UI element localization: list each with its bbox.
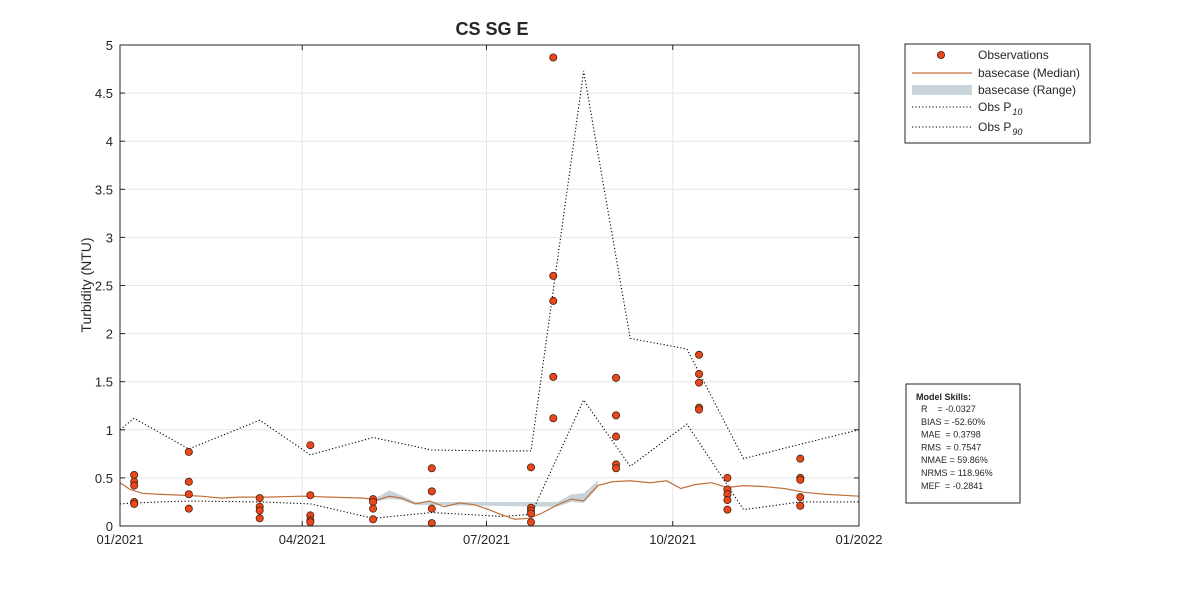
observation-point [369,504,378,513]
x-tick-label: 01/2021 [97,532,144,547]
observation-point [796,454,805,463]
grid-lines [119,44,860,527]
model-skills-line: NMAE = 59.86% [921,455,988,465]
model-skills-line: RMS = 0.7547 [921,442,981,452]
observation-point [723,505,732,514]
legend-label-subscript: 90 [1012,127,1022,137]
observation-point [369,515,378,524]
observation-point [427,504,436,513]
legend-marker-range [912,85,972,95]
y-tick-label: 5 [106,38,113,53]
observation-point [549,271,558,280]
observation-point [130,499,139,508]
x-tick-label: 01/2022 [836,532,883,547]
y-axis-label: Turbidity (NTU) [78,237,94,332]
legend-marker-observations [937,51,946,60]
observation-point [527,509,536,518]
model-skills-line: NRMS = 118.96% [921,468,993,478]
model-skills-line: R = -0.0327 [921,404,976,414]
legend-label: Obs P10 [978,100,1022,117]
model-skills-line: BIAS = -52.60% [921,417,985,427]
model-skills-line: MAE = 0.3798 [921,430,981,440]
model-skills-title: Model Skills: [916,392,971,402]
obs-p90-path [119,70,860,460]
observation-point [612,464,621,473]
observation-point [549,372,558,381]
legend: Observations basecase (Median) basecase (R… [904,43,1091,144]
observation-point [549,414,558,423]
x-tick-label: 07/2021 [463,532,510,547]
model-skills-box: Model Skills: R = -0.0327 BIAS = -52.60% MA… [905,383,1021,504]
y-tick-label: 4 [106,134,113,149]
observation-point [255,506,264,515]
observation-point [796,501,805,510]
observation-point [427,519,436,528]
observation-point [612,411,621,420]
observation-point [306,441,315,450]
observation-point [184,447,193,456]
legend-label: basecase (Median) [978,66,1080,80]
observation-point [695,378,704,387]
y-tick-label: 2 [106,327,113,342]
x-tick-labels: 01/2021 04/2021 07/2021 10/2021 01/2022 [97,532,883,547]
obs-p10-line [119,398,859,519]
observation-point [695,350,704,359]
observation-point [306,518,315,527]
observation-point [549,53,558,62]
observation-point [130,481,139,490]
observation-point [184,504,193,513]
observation-point [612,373,621,382]
observation-point [723,473,732,482]
observation-point [612,432,621,441]
legend-label-subscript: 10 [1012,107,1022,117]
observation-point [427,464,436,473]
y-tick-label: 1.5 [95,375,113,390]
observation-point [527,518,536,527]
y-tick-label: 4.5 [95,86,113,101]
observation-point [369,497,378,506]
observation-point [306,491,315,500]
x-tick-label: 10/2021 [649,532,696,547]
observation-point [796,493,805,502]
legend-label: Obs P90 [978,120,1022,137]
observation-point [184,477,193,486]
legend-label: Observations [978,48,1049,62]
y-tick-label: 1 [106,423,113,438]
y-tick-labels: 0 0.5 1 1.5 2 2.5 3 3.5 4 4.5 5 [95,38,113,534]
model-skills-line: MEF = -0.2841 [921,481,983,491]
median-path [119,480,860,520]
observation-point [695,370,704,379]
y-tick-label: 3 [106,230,113,245]
observation-point [723,496,732,505]
obs-p10-path [119,398,859,519]
observation-point [255,494,264,503]
x-tick-label: 04/2021 [279,532,326,547]
y-tick-label: 0 [106,519,113,534]
y-tick-label: 3.5 [95,182,113,197]
y-tick-label: 0.5 [95,471,113,486]
observation-point [549,296,558,305]
observations-points [130,53,805,528]
observation-point [255,514,264,523]
observation-point [796,475,805,484]
observation-point [184,490,193,499]
observation-point [427,487,436,496]
observation-point [527,463,536,472]
observation-point [130,471,139,480]
median-line [119,480,860,520]
legend-label: basecase (Range) [978,83,1076,97]
chart-title: CS SG E [455,19,528,39]
axes-frame [119,44,860,527]
observation-point [695,405,704,414]
y-tick-label: 2.5 [95,279,113,294]
obs-p90-line [119,70,860,460]
model-skills-frame [905,383,1021,504]
